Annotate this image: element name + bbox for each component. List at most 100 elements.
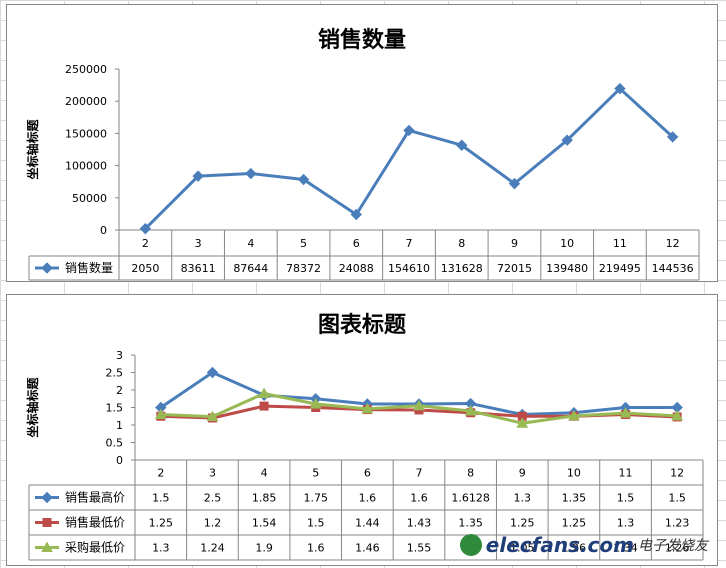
data-table-cell: 87644 [233, 262, 268, 275]
data-table-cell: 1.43 [407, 517, 432, 530]
data-table-cell: 78372 [286, 262, 321, 275]
chart-sales-quantity-svg: 销售数量坐标轴标题0500001000001500002000002500002… [25, 27, 700, 281]
data-table-cell: 1.5 [307, 517, 325, 530]
data-point [671, 409, 684, 421]
data-table-cell: 1.35 [562, 492, 587, 505]
data-table-cell: 1.23 [665, 517, 690, 530]
data-table-cell: 1.6 [410, 492, 428, 505]
data-table-cell: 1.3 [152, 542, 170, 555]
x-tick-label: 5 [300, 237, 307, 250]
x-tick-label: 7 [416, 467, 423, 480]
x-tick-label: 6 [353, 237, 360, 250]
data-table-cell: 72015 [497, 262, 532, 275]
data-table-cell: 1.54 [252, 517, 277, 530]
y-tick-label: 2.5 [106, 367, 124, 380]
chart-price: 图表标题 坐标轴标题 0 0.5 1 1.5 2 2.5 3 2 3 4 5 6 7 8 9 10 11 12 销售最高… [6, 294, 718, 566]
data-point [568, 409, 580, 421]
x-tick-label: 11 [619, 467, 633, 480]
x-tick-label: 7 [406, 237, 413, 250]
data-table-cell: 1.44 [355, 517, 380, 530]
data-point [516, 417, 529, 428]
data-point [259, 401, 269, 411]
data-table-cell: 1.5 [152, 492, 170, 505]
y-axis-label: 坐标轴标题 [25, 119, 40, 180]
data-table-cell: 2.5 [204, 492, 222, 505]
x-tick-label: 2 [157, 467, 164, 480]
x-tick-label: 11 [613, 237, 627, 250]
data-table-cell: 139480 [546, 262, 588, 275]
data-table-cell: 1.3 [514, 492, 532, 505]
data-point [309, 397, 322, 409]
data-point [297, 173, 310, 186]
x-tick-label: 6 [364, 467, 371, 480]
x-tick-label: 8 [467, 467, 474, 480]
y-tick-label: 3 [116, 349, 123, 362]
chart-title: 销售数量 [318, 27, 406, 53]
data-point [245, 167, 257, 180]
legend-marker [41, 491, 53, 504]
data-table-cell: 1.75 [303, 492, 328, 505]
data-table-cell: 1.9 [255, 542, 273, 555]
data-table-cell: 1.55 [407, 542, 432, 555]
x-tick-label: 10 [560, 237, 574, 250]
y-tick-label: 0 [100, 224, 107, 237]
data-table-cell: 1.25 [510, 517, 535, 530]
y-tick-label: 250000 [65, 63, 107, 76]
chart-sales-quantity: 销售数量 坐标轴标题 0 50000 100000 150000 200000 250000 2… [6, 4, 718, 282]
x-tick-label: 5 [312, 467, 319, 480]
data-table-cell: 1.5 [668, 492, 686, 505]
watermark-cn: 电子发烧友 [638, 538, 708, 554]
data-point [561, 134, 573, 146]
y-tick-label: 2 [116, 384, 123, 397]
data-table-cell: 1.46 [355, 542, 380, 555]
y-tick-label: 0.5 [106, 437, 124, 450]
data-table-cell: 1.26 [665, 542, 690, 555]
data-point [139, 222, 152, 235]
data-point [666, 131, 679, 143]
data-table-cell: 1.34 [613, 542, 638, 555]
data-table-cell: 1.26 [562, 542, 587, 555]
legend-label: 销售最低价 [65, 515, 125, 530]
data-point [614, 82, 626, 95]
data-table-cell: 83611 [181, 262, 216, 275]
watermark: elecfans.com 电子发烧友 [459, 530, 708, 560]
data-table-cell: 1.5 [617, 492, 635, 505]
data-point [361, 402, 374, 414]
legend-label: 销售数量 [65, 260, 113, 275]
x-tick-label: 3 [195, 237, 202, 250]
data-table-cell: 1.6128 [451, 492, 490, 505]
data-table-cell: 1.85 [252, 492, 277, 505]
y-tick-label: 1.5 [106, 402, 124, 415]
data-point [206, 410, 219, 422]
data-point [192, 170, 204, 182]
data-table-cell: 1.35 [458, 517, 483, 530]
chart-title: 图表标题 [318, 312, 407, 338]
data-table-cell: 219495 [599, 262, 641, 275]
x-tick-label: 12 [670, 467, 684, 480]
x-tick-label: 2 [142, 237, 149, 250]
data-table-cell: 144536 [652, 262, 694, 275]
data-point [619, 407, 632, 418]
x-tick-label: 3 [209, 467, 216, 480]
data-table-cell: 1.25 [562, 517, 587, 530]
y-tick-label: 200000 [65, 95, 107, 108]
data-point [464, 404, 477, 416]
data-point [403, 124, 415, 137]
watermark-text: elecfans.com [485, 533, 634, 557]
data-point [508, 177, 521, 190]
data-table-cell: 1.05 [510, 542, 535, 555]
data-table-cell: 1.3 [617, 517, 635, 530]
data-table-cell: 1.6 [307, 542, 325, 555]
data-table-cell: 131628 [441, 262, 483, 275]
data-table-cell: 154610 [388, 262, 430, 275]
y-tick-label: 50000 [72, 192, 107, 205]
x-tick-label: 9 [519, 467, 526, 480]
series-line [144, 87, 674, 230]
legend-label: 采购最低价 [65, 540, 125, 555]
legend-label: 销售最高价 [65, 490, 125, 505]
x-tick-label: 8 [458, 237, 465, 250]
data-point [350, 208, 362, 221]
data-point [154, 408, 167, 419]
data-table-cell: 1.25 [149, 517, 174, 530]
x-tick-label: 9 [511, 237, 518, 250]
